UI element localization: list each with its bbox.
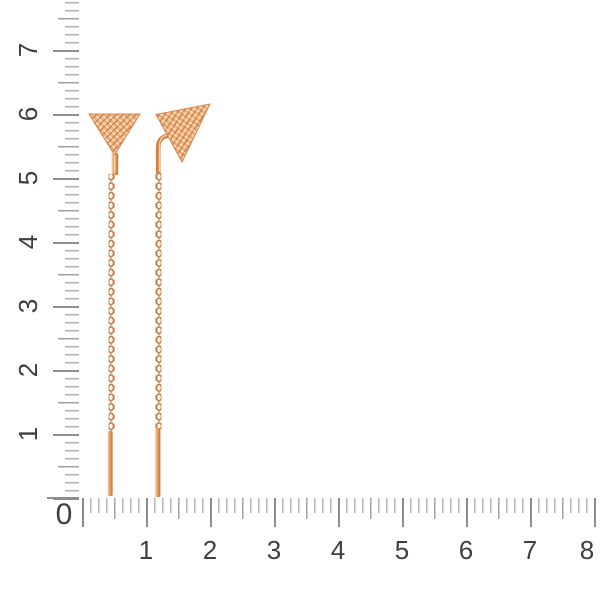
vertical-ruler-baseline: [47, 497, 79, 499]
horizontal-ruler-major-ticks: [82, 498, 596, 527]
horizontal-ruler-label-2: 2: [202, 535, 218, 565]
horizontal-ruler-label-4: 4: [330, 535, 346, 565]
horizontal-ruler-label-8: 8: [579, 535, 595, 565]
horizontal-ruler-label-6: 6: [458, 535, 474, 565]
horizontal-ruler-label-1: 1: [138, 535, 154, 565]
right-earring-chain: [155, 172, 162, 429]
right-earring-drop-bar: [155, 428, 161, 497]
horizontal-ruler-start-tick: [82, 498, 84, 527]
vertical-ruler-major-ticks: [53, 2, 79, 500]
right-earring: [155, 103, 211, 497]
horizontal-ruler-label-3: 3: [266, 535, 282, 565]
ruler-origin-label: 0: [55, 498, 73, 531]
right-earring-ear-post-highlight: [158, 134, 170, 172]
horizontal-ruler-label-5: 5: [394, 535, 410, 565]
left-earring-drop-bar: [107, 431, 113, 496]
left-earring-triangle-stud: [88, 113, 141, 156]
horizontal-ruler: [82, 498, 596, 528]
vertical-ruler: [46, 2, 79, 500]
left-earring-chain: [108, 174, 115, 432]
left-earring: [88, 113, 141, 496]
right-earring-triangle-stud: [155, 103, 211, 164]
horizontal-ruler-label-7: 7: [522, 535, 538, 565]
